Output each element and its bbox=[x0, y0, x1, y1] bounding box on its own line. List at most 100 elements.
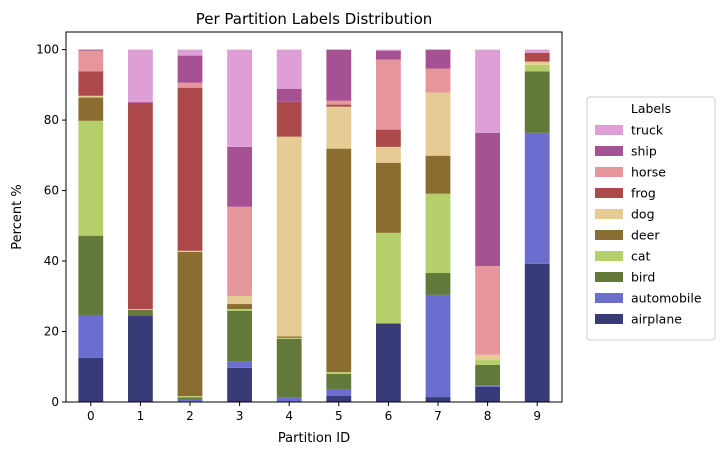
chart-title: Per Partition Labels Distribution bbox=[196, 10, 433, 28]
x-tick-label: 4 bbox=[285, 409, 293, 423]
bar-segment-horse-7 bbox=[425, 68, 451, 93]
bar-segment-deer-3 bbox=[227, 304, 252, 309]
bar-segment-ship-3 bbox=[227, 146, 252, 207]
x-tick-label: 1 bbox=[137, 409, 145, 423]
bar-segment-truck-1 bbox=[128, 49, 153, 102]
bar-segment-automobile-0 bbox=[78, 314, 104, 358]
bar-segment-bird-4 bbox=[276, 338, 302, 398]
bar-segment-deer-5 bbox=[326, 148, 352, 373]
legend-swatch-bird bbox=[595, 272, 623, 282]
bar-segment-cat-6 bbox=[376, 232, 401, 324]
bar-segment-airplane-3 bbox=[227, 367, 252, 402]
bar-segment-ship-8 bbox=[475, 132, 500, 266]
bar-segment-frog-9 bbox=[524, 52, 550, 62]
y-tick-label: 0 bbox=[51, 395, 59, 409]
legend-label-ship: ship bbox=[631, 144, 657, 159]
bar-segment-cat-5 bbox=[326, 372, 352, 374]
legend-swatch-automobile bbox=[595, 293, 623, 303]
bar-segment-automobile-7 bbox=[425, 294, 451, 398]
bar-segment-bird-1 bbox=[128, 310, 153, 317]
x-tick-label: 5 bbox=[335, 409, 343, 423]
legend-title: Labels bbox=[631, 101, 671, 116]
bar-segment-horse-3 bbox=[227, 206, 252, 296]
bar-segment-ship-6 bbox=[376, 50, 401, 60]
bar-segment-cat-1 bbox=[128, 308, 153, 311]
bar-segment-dog-2 bbox=[177, 250, 203, 252]
bar-segment-frog-5 bbox=[326, 104, 352, 107]
bars bbox=[78, 49, 550, 402]
bar-segment-horse-5 bbox=[326, 100, 352, 105]
x-ticks: 0 1 2 3 4 5 6 7 8 9 bbox=[87, 402, 541, 423]
bar-segment-airplane-1 bbox=[128, 316, 153, 402]
bar-segment-cat-3 bbox=[227, 308, 252, 311]
y-ticks: 0 20 40 60 80 100 bbox=[36, 43, 66, 409]
bar-segment-frog-2 bbox=[177, 87, 203, 251]
bar-segment-deer-2 bbox=[177, 251, 203, 397]
legend-label-automobile: automobile bbox=[631, 291, 702, 306]
bar-segment-horse-2 bbox=[177, 82, 203, 88]
bar-segment-bird-3 bbox=[227, 310, 252, 362]
bar-segment-airplane-5 bbox=[326, 396, 352, 402]
legend-label-truck: truck bbox=[631, 123, 664, 138]
bar-segment-deer-7 bbox=[425, 155, 451, 194]
bar-segment-cat-2 bbox=[177, 396, 203, 398]
legend-swatch-truck bbox=[595, 125, 623, 135]
legend-swatch-dog bbox=[595, 209, 623, 219]
bar-segment-dog-6 bbox=[376, 146, 401, 163]
bar-segment-bird-5 bbox=[326, 373, 352, 389]
bar-segment-bird-2 bbox=[177, 397, 203, 400]
x-axis-label: Partition ID bbox=[278, 431, 350, 446]
bar-segment-automobile-3 bbox=[227, 361, 252, 368]
y-axis-label: Percent % bbox=[10, 184, 25, 249]
bar-segment-dog-8 bbox=[475, 354, 500, 361]
bar-segment-automobile-9 bbox=[524, 132, 550, 264]
bar-segment-truck-3 bbox=[227, 49, 252, 147]
legend-swatch-airplane bbox=[595, 314, 623, 324]
legend-label-cat: cat bbox=[631, 249, 651, 264]
bar-segment-ship-4 bbox=[276, 88, 302, 102]
legend-label-bird: bird bbox=[631, 270, 655, 285]
bar-segment-airplane-9 bbox=[524, 263, 550, 402]
bar-segment-bird-8 bbox=[475, 365, 500, 386]
bar-segment-frog-0 bbox=[78, 71, 104, 96]
bar-segment-dog-3 bbox=[227, 295, 252, 305]
bar-segment-horse-8 bbox=[475, 265, 500, 355]
bar-segment-cat-9 bbox=[524, 64, 550, 72]
bar-segment-automobile-2 bbox=[177, 399, 203, 402]
bar-segment-frog-6 bbox=[376, 129, 401, 147]
bar-segment-airplane-0 bbox=[78, 357, 104, 402]
x-tick-label: 8 bbox=[484, 409, 492, 423]
bar-segment-deer-0 bbox=[78, 97, 104, 121]
x-tick-label: 0 bbox=[87, 409, 95, 423]
legend: Labels truck ship horse frog dog deer cat bird a… bbox=[586, 96, 716, 341]
bar-segment-ship-1 bbox=[128, 101, 153, 103]
bar-segment-bird-7 bbox=[425, 273, 451, 295]
bar-segment-frog-1 bbox=[128, 102, 153, 309]
legend-swatch-frog bbox=[595, 188, 623, 198]
bar-segment-ship-2 bbox=[177, 55, 203, 83]
legend-swatch-horse bbox=[595, 167, 623, 177]
y-tick-label: 60 bbox=[44, 184, 59, 198]
y-tick-label: 40 bbox=[44, 254, 59, 268]
x-tick-label: 9 bbox=[533, 409, 541, 423]
bar-segment-dog-7 bbox=[425, 92, 451, 156]
x-tick-label: 3 bbox=[236, 409, 244, 423]
bar-segment-cat-7 bbox=[425, 193, 451, 274]
legend-label-deer: deer bbox=[631, 228, 660, 243]
bar-segment-dog-9 bbox=[524, 61, 550, 65]
bar-segment-frog-4 bbox=[276, 101, 302, 137]
bar-segment-ship-0 bbox=[78, 49, 104, 51]
bar-segment-truck-4 bbox=[276, 49, 302, 89]
bar-segment-dog-4 bbox=[276, 136, 302, 337]
y-tick-label: 20 bbox=[44, 325, 59, 339]
bar-segment-automobile-4 bbox=[276, 397, 302, 402]
y-tick-label: 80 bbox=[44, 113, 59, 127]
bar-segment-truck-9 bbox=[524, 49, 550, 53]
bar-segment-dog-0 bbox=[78, 95, 104, 98]
bar-segment-cat-8 bbox=[475, 360, 500, 365]
bar-segment-truck-6 bbox=[376, 49, 401, 51]
bar-segment-cat-0 bbox=[78, 120, 104, 236]
legend-label-dog: dog bbox=[631, 207, 655, 222]
bar-segment-bird-6 bbox=[376, 323, 401, 324]
